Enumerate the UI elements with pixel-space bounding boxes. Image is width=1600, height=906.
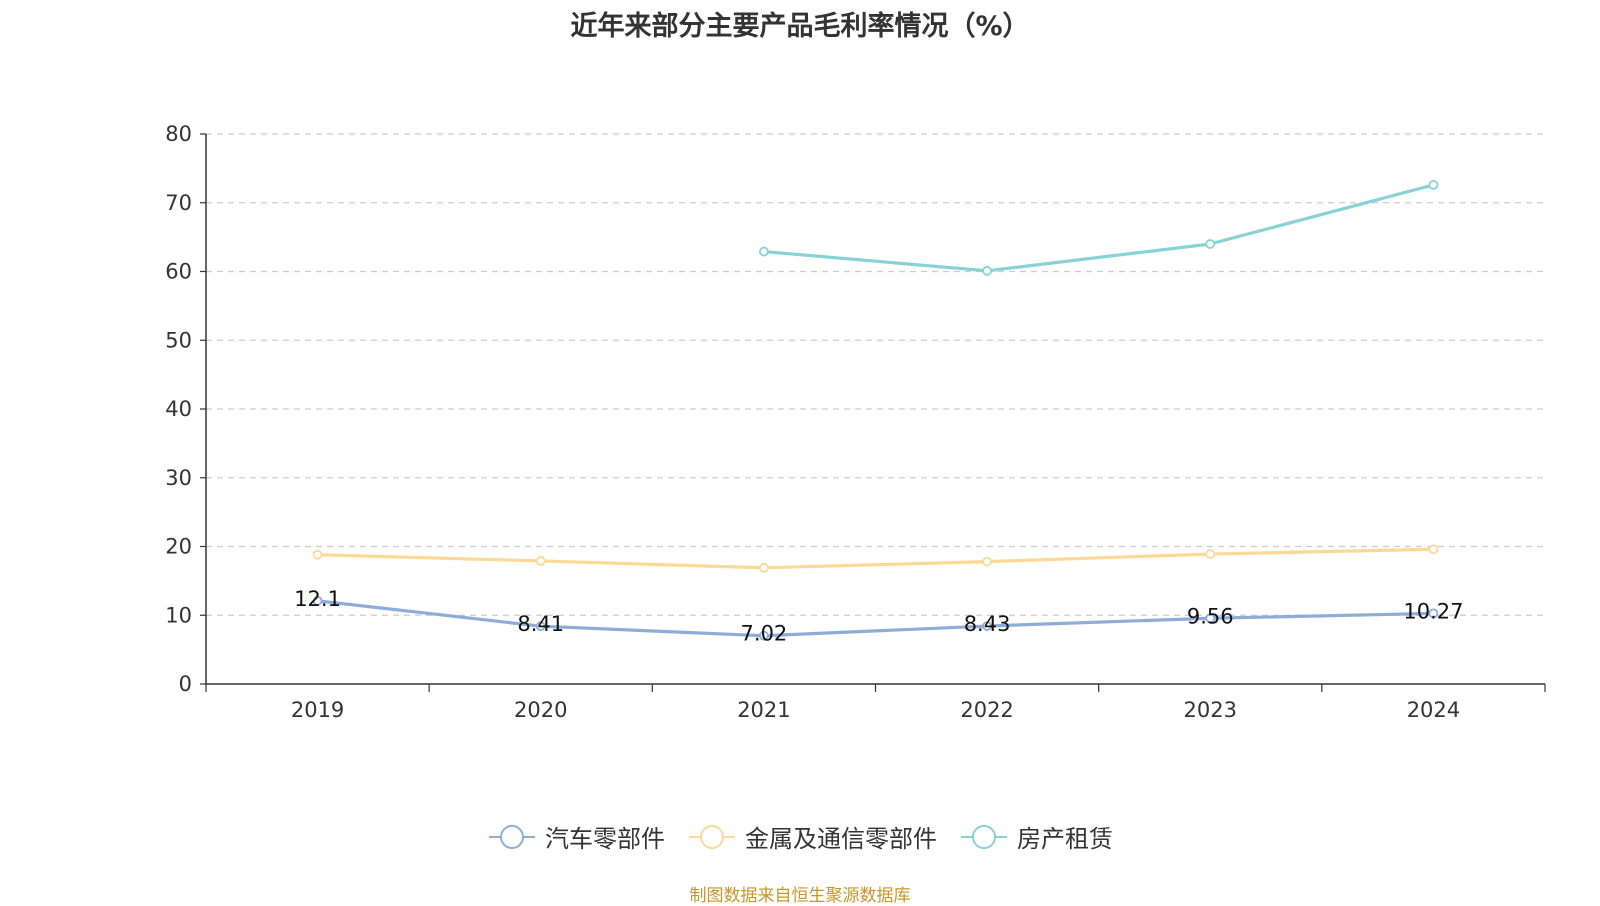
data-point	[1428, 544, 1439, 555]
source-note: 制图数据来自恒生聚源数据库	[689, 886, 911, 906]
y-tick-label: 50	[165, 328, 192, 352]
legend-marker-icon	[689, 824, 735, 849]
x-tick-label: 2021	[737, 698, 790, 722]
data-label: 9.56	[1187, 604, 1234, 628]
chart-title: 近年来部分主要产品毛利率情况（%）	[570, 11, 1030, 42]
y-tick-label: 70	[165, 191, 192, 215]
legend-item[interactable]: 汽车零部件	[487, 819, 665, 854]
y-tick-label: 0	[179, 672, 192, 696]
data-label: 8.41	[517, 612, 564, 636]
x-tick-label: 2019	[291, 698, 344, 722]
series	[312, 179, 1439, 641]
legend-item[interactable]: 房产租赁	[959, 819, 1113, 854]
y-tick-label: 60	[165, 260, 192, 284]
axes: 0 10 20 30 40 50 60 70 80 2019 2020 2021 2022 2023 202…	[165, 122, 1546, 722]
data-point	[1205, 613, 1216, 624]
legend: 汽车零部件 金属及通信零部件 房产租赁	[0, 819, 1600, 854]
data-label: 10.27	[1403, 599, 1463, 623]
series-0	[312, 595, 1439, 641]
series-1	[312, 544, 1439, 573]
legend-label: 房产租赁	[1017, 825, 1113, 853]
legend-label: 汽车零部件	[545, 825, 665, 853]
y-tick-label: 30	[165, 466, 192, 490]
x-tick-label: 2020	[514, 698, 567, 722]
data-point	[1205, 549, 1216, 559]
legend-marker-icon	[961, 824, 1007, 849]
y-tick-label: 40	[165, 397, 192, 421]
data-label: 8.43	[964, 612, 1011, 636]
data-point	[535, 621, 546, 632]
x-tick-label: 2023	[1184, 698, 1237, 722]
legend-marker-icon	[489, 824, 535, 849]
data-point	[1428, 608, 1439, 619]
x-tick-label: 2022	[960, 698, 1013, 722]
data-label: 7.02	[741, 622, 788, 646]
legend-item[interactable]: 金属及通信零部件	[687, 819, 937, 854]
y-tick-label: 80	[165, 122, 192, 146]
data-point	[982, 556, 992, 567]
data-label: 12.1	[294, 587, 341, 611]
data-point	[1205, 239, 1216, 249]
x-tick-label: 2024	[1407, 698, 1460, 722]
data-point	[759, 246, 769, 257]
data-point	[759, 562, 769, 573]
series-line	[317, 599, 1434, 638]
data-point	[982, 621, 992, 631]
data-point	[1428, 179, 1439, 190]
data-point	[535, 556, 546, 566]
data-point	[759, 630, 769, 641]
data-point	[312, 549, 323, 560]
y-tick-label: 20	[165, 535, 192, 559]
data-point	[982, 265, 992, 276]
data-point	[312, 595, 323, 606]
series-2	[759, 179, 1439, 276]
y-tick-label: 10	[165, 603, 192, 627]
series-line	[317, 547, 1434, 570]
series-line	[763, 183, 1434, 273]
gridlines	[206, 133, 1545, 616]
data-labels: 12.1 8.41 7.02 8.43 9.56 10.27	[294, 587, 1463, 646]
legend-label: 金属及通信零部件	[745, 825, 937, 853]
